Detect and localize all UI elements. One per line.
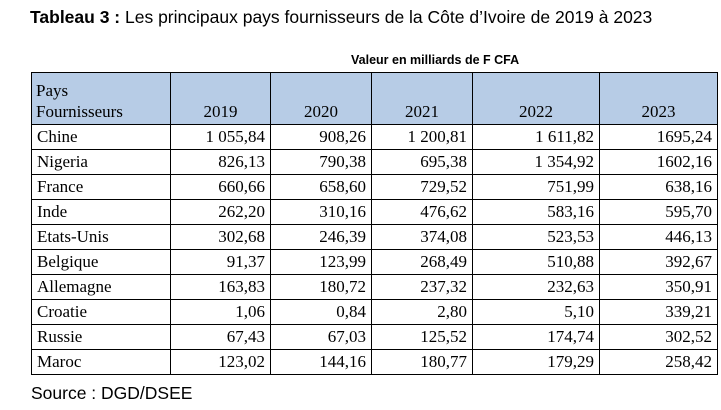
value-cell: 262,20 (170, 199, 271, 225)
value-cell: 2,80 (371, 299, 473, 325)
table-row: Croatie 1,06 0,84 2,80 5,10 339,21 (31, 299, 718, 325)
value-cell: 258,42 (599, 349, 718, 375)
value-cell: 5,10 (472, 299, 600, 325)
table-row: France 660,66 658,60 729,52 751,99 638,16 (31, 174, 718, 200)
table-body: Chine 1 055,84 908,26 1 200,81 1 611,82 1695,… (31, 124, 718, 375)
country-cell: France (31, 174, 171, 200)
value-cell: 1 200,81 (371, 124, 473, 150)
value-cell: 695,38 (371, 149, 473, 175)
unit-note: Valeur en milliards de F CFA (351, 53, 520, 67)
table-row: Etats-Unis 302,68 246,39 374,08 523,53 446,13 (31, 224, 718, 250)
value-cell: 180,72 (270, 274, 372, 300)
value-cell: 302,52 (599, 324, 718, 350)
value-cell: 729,52 (371, 174, 473, 200)
value-cell: 658,60 (270, 174, 372, 200)
country-cell: Croatie (31, 299, 171, 325)
value-cell: 908,26 (270, 124, 372, 150)
header-country: Pays Fournisseurs (31, 72, 171, 125)
table-row: Nigeria 826,13 790,38 695,38 1 354,92 1602,16 (31, 149, 718, 175)
country-cell: Russie (31, 324, 171, 350)
table-row: Maroc 123,02 144,16 180,77 179,29 258,42 (31, 349, 718, 375)
value-cell: 125,52 (371, 324, 473, 350)
country-cell: Maroc (31, 349, 171, 375)
table-caption: Les principaux pays fournisseurs de la C… (125, 7, 653, 27)
value-cell: 392,67 (599, 249, 718, 275)
value-cell: 67,43 (170, 324, 271, 350)
header-year: 2022 (472, 72, 600, 125)
value-cell: 67,03 (270, 324, 372, 350)
value-cell: 246,39 (270, 224, 372, 250)
value-cell: 638,16 (599, 174, 718, 200)
value-cell: 237,32 (371, 274, 473, 300)
value-cell: 123,02 (170, 349, 271, 375)
value-cell: 268,49 (371, 249, 473, 275)
country-cell: Nigeria (31, 149, 171, 175)
value-cell: 302,68 (170, 224, 271, 250)
header-year: 2019 (170, 72, 271, 125)
value-cell: 1 354,92 (472, 149, 600, 175)
value-cell: 174,74 (472, 324, 600, 350)
value-cell: 751,99 (472, 174, 600, 200)
value-cell: 583,16 (472, 199, 600, 225)
country-cell: Allemagne (31, 274, 171, 300)
value-cell: 1695,24 (599, 124, 718, 150)
value-cell: 123,99 (270, 249, 372, 275)
value-cell: 350,91 (599, 274, 718, 300)
value-cell: 163,83 (170, 274, 271, 300)
value-cell: 310,16 (270, 199, 372, 225)
header-year: 2023 (599, 72, 718, 125)
value-cell: 374,08 (371, 224, 473, 250)
header-row: Pays Fournisseurs 2019 2020 2021 2022 20… (31, 72, 718, 125)
suppliers-table: Pays Fournisseurs 2019 2020 2021 2022 20… (31, 72, 718, 375)
table-title: Tableau 3 : Les principaux pays fourniss… (30, 7, 720, 28)
country-cell: Inde (31, 199, 171, 225)
value-cell: 180,77 (371, 349, 473, 375)
value-cell: 1 055,84 (170, 124, 271, 150)
header-year: 2020 (270, 72, 372, 125)
country-cell: Belgique (31, 249, 171, 275)
table-number: Tableau 3 : (30, 7, 121, 27)
source-note: Source : DGD/DSEE (31, 383, 193, 403)
header-country-line1: Pays (36, 81, 69, 100)
value-cell: 790,38 (270, 149, 372, 175)
value-cell: 91,37 (170, 249, 271, 275)
value-cell: 510,88 (472, 249, 600, 275)
header-year: 2021 (371, 72, 473, 125)
value-cell: 0,84 (270, 299, 372, 325)
value-cell: 339,21 (599, 299, 718, 325)
table-row: Inde 262,20 310,16 476,62 583,16 595,70 (31, 199, 718, 225)
value-cell: 595,70 (599, 199, 718, 225)
table-row: Chine 1 055,84 908,26 1 200,81 1 611,82 1695,… (31, 124, 718, 150)
table-row: Russie 67,43 67,03 125,52 174,74 302,52 (31, 324, 718, 350)
value-cell: 1602,16 (599, 149, 718, 175)
value-cell: 232,63 (472, 274, 600, 300)
value-cell: 179,29 (472, 349, 600, 375)
value-cell: 476,62 (371, 199, 473, 225)
value-cell: 144,16 (270, 349, 372, 375)
value-cell: 1 611,82 (472, 124, 600, 150)
value-cell: 523,53 (472, 224, 600, 250)
value-cell: 446,13 (599, 224, 718, 250)
table-row: Allemagne 163,83 180,72 237,32 232,63 350,91 (31, 274, 718, 300)
value-cell: 826,13 (170, 149, 271, 175)
table-row: Belgique 91,37 123,99 268,49 510,88 392,67 (31, 249, 718, 275)
value-cell: 1,06 (170, 299, 271, 325)
country-cell: Etats-Unis (31, 224, 171, 250)
value-cell: 660,66 (170, 174, 271, 200)
country-cell: Chine (31, 124, 171, 150)
header-country-line2: Fournisseurs (36, 102, 123, 121)
